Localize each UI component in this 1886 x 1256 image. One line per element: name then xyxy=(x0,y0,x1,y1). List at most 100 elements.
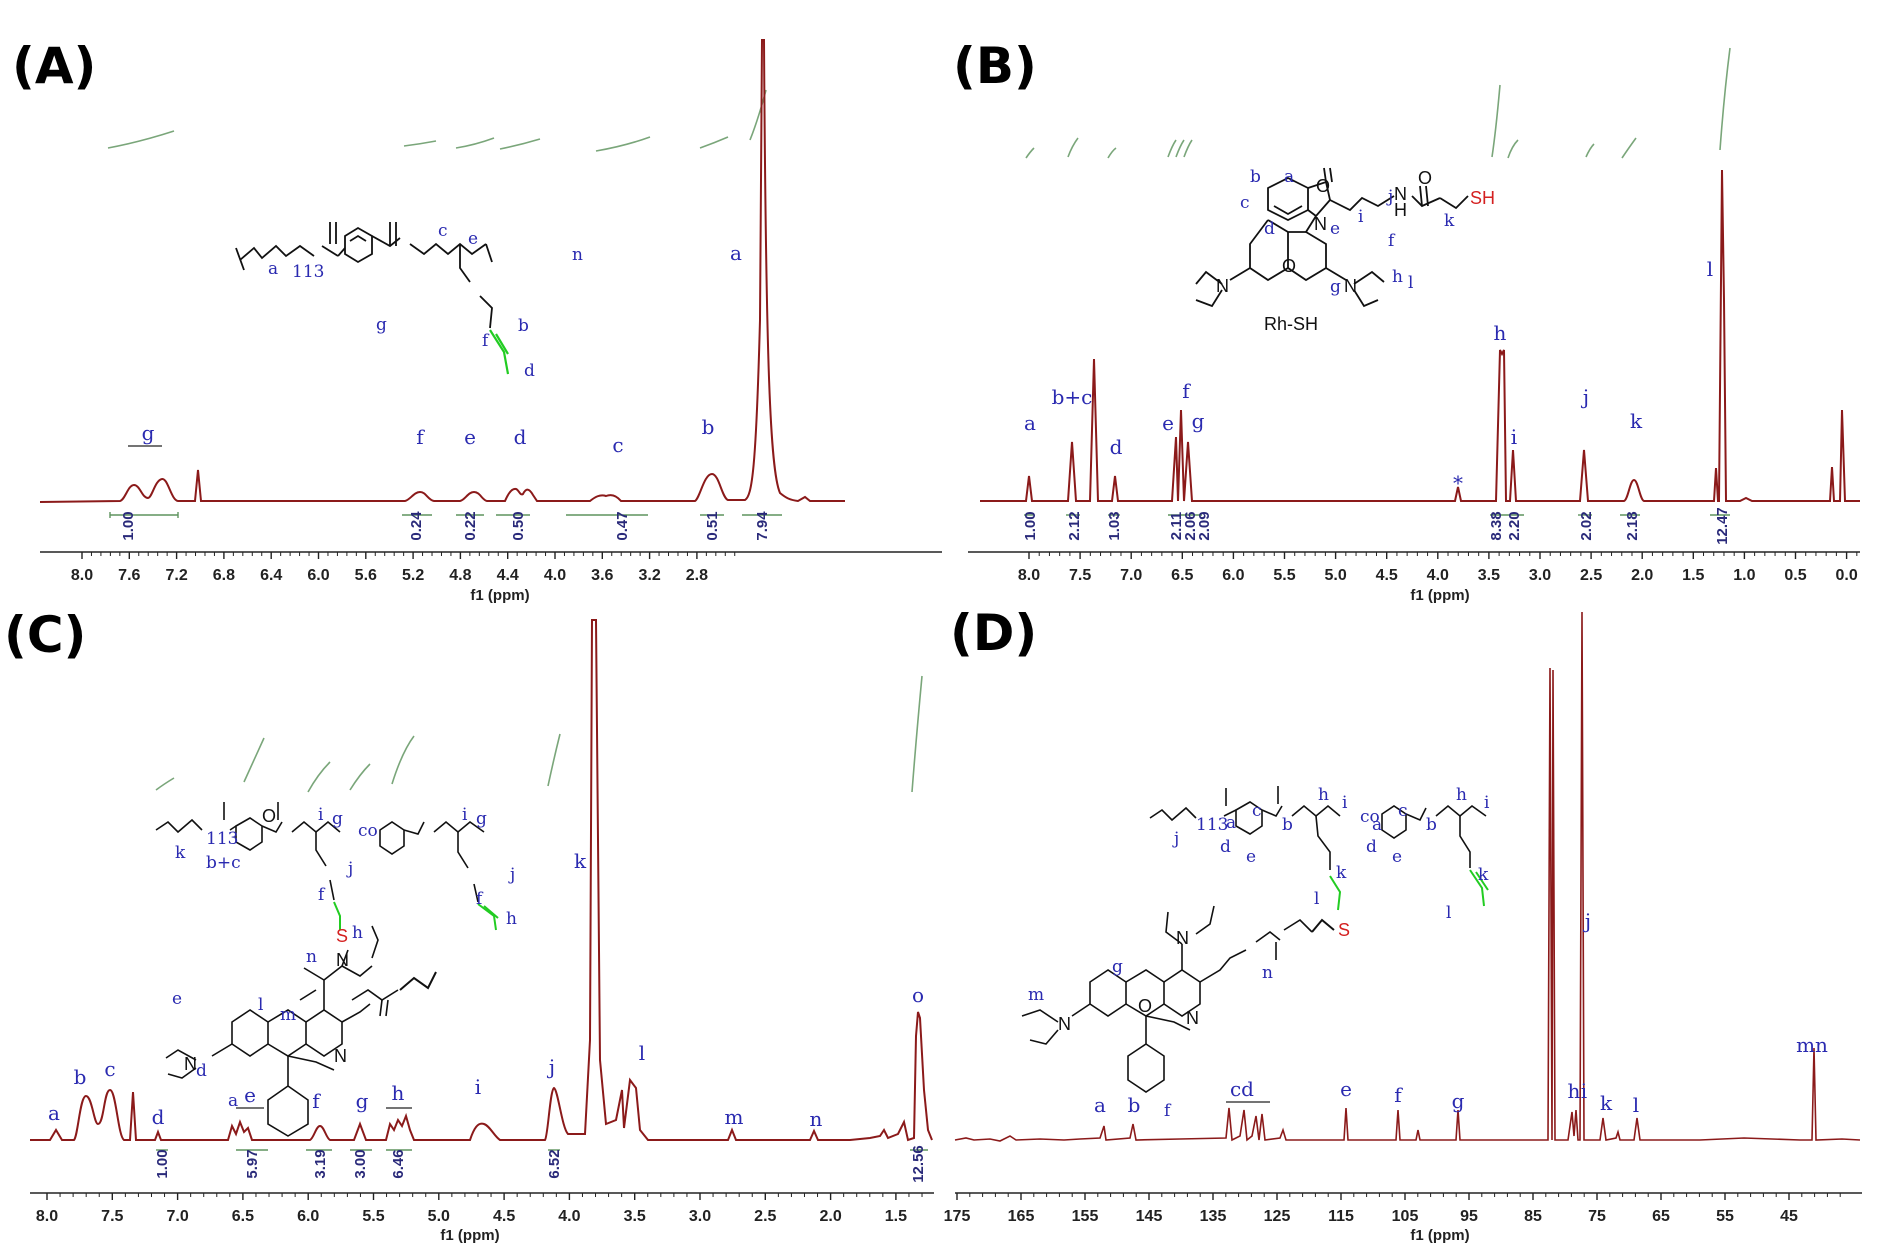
panel-b-tick-label: 4.0 xyxy=(1427,567,1449,584)
panel-b-struct-atom-n1: N xyxy=(1314,214,1327,234)
panel-b-integral-curves xyxy=(1025,47,1731,159)
panel-d-struct-label-24: f xyxy=(1164,1101,1172,1121)
panel-c-tick-label: 8.0 xyxy=(36,1208,58,1225)
panel-c-tick-label: 5.5 xyxy=(362,1208,384,1225)
panel-b-peak-label: h xyxy=(1494,321,1507,345)
panel-c-peak-label: l xyxy=(639,1041,645,1065)
panel-a-peak-label: c xyxy=(612,433,623,457)
panel-b-tick-label: 0.5 xyxy=(1784,567,1806,584)
panel-b-integral-value: 2.06 xyxy=(1182,511,1199,540)
panel-a: (A) 8.0 7.6 7.2 6.8 6.4 6.0 5.6 5.2 4.8 4.4 4.0 3.6… xyxy=(12,37,942,604)
panel-d-tick-label: 175 xyxy=(944,1208,971,1225)
panel-c: (C) 8.0 7.5 7.0 6.5 6.0 5.5 5.0 4.5 4.0 3.5 3.0 2.5… xyxy=(4,606,934,1244)
panel-b-peak-label: d xyxy=(1110,435,1123,459)
panel-c-integral-value: 6.46 xyxy=(390,1149,407,1178)
panel-b-struct-label-11: k xyxy=(1444,211,1455,231)
panel-c-peak-label: b xyxy=(74,1065,87,1089)
panel-d-tick-label: 55 xyxy=(1716,1208,1734,1225)
panel-a-struct-label-8: n xyxy=(572,245,583,265)
panel-d-struct-label-4: c xyxy=(1252,801,1262,821)
panel-d-struct-label-14: e xyxy=(1392,847,1402,867)
panel-a-integral-value: 0.50 xyxy=(510,511,527,540)
panel-c-struct-label-19: h xyxy=(506,909,517,929)
panel-b-struct-atom-h: H xyxy=(1394,200,1407,220)
panel-c-integral-value: 3.19 xyxy=(312,1149,329,1178)
panel-b-struct-label-4: j xyxy=(1386,187,1393,207)
panel-a-structure xyxy=(235,222,493,329)
panel-d-struct-label-21: n xyxy=(1262,963,1273,983)
panel-a-tick-label: 4.0 xyxy=(544,567,566,584)
panel-c-struct-label-8: f xyxy=(318,885,326,905)
panel-c-integral-value: 5.97 xyxy=(244,1149,261,1178)
panel-d-xlabel: f1 (ppm) xyxy=(1410,1227,1469,1244)
panel-d-peak-label: k xyxy=(1600,1091,1613,1115)
panel-a-struct-label-5: b xyxy=(518,316,529,336)
panel-c-tick-label: 2.0 xyxy=(819,1208,841,1225)
panel-c-struct-label-4: g xyxy=(332,809,343,829)
panel-c-struct-label-6: i xyxy=(462,805,468,825)
panel-a-letter: (A) xyxy=(12,37,96,95)
panel-d-tick-label: 45 xyxy=(1780,1208,1798,1225)
panel-a-struct-label-7: d xyxy=(524,361,535,381)
panel-b-integral-value: 2.02 xyxy=(1578,511,1595,540)
panel-b-struct-label-5: i xyxy=(1358,207,1364,227)
panel-c-peak-label: h xyxy=(392,1081,405,1105)
panel-d-struct-atom-n1: N xyxy=(1176,928,1189,948)
panel-d-struct-label-8: i xyxy=(1342,793,1348,813)
panel-c-tick-label: 4.0 xyxy=(558,1208,580,1225)
panel-c-struct-atom-n: N xyxy=(334,1046,347,1066)
panel-c-peak-label: c xyxy=(104,1057,115,1081)
panel-a-integral-value: 0.47 xyxy=(614,511,631,540)
panel-c-struct-label-15: d xyxy=(196,1061,207,1081)
panel-b-structure-text: b a c d j i f e g h l k SH O N N H O O N… xyxy=(1216,167,1495,334)
panel-d-tick-label: 95 xyxy=(1460,1208,1478,1225)
panel-d-peak-label: e xyxy=(1340,1077,1352,1101)
panel-c-integral-curves xyxy=(155,675,923,793)
panel-c-struct-label-18: j xyxy=(508,865,515,885)
panel-a-tick-label: 3.2 xyxy=(638,567,660,584)
panel-b-integral-value: 2.09 xyxy=(1196,511,1213,540)
panel-d-peak-label: a xyxy=(1094,1093,1106,1117)
panel-a-tick-label: 5.2 xyxy=(402,567,424,584)
panel-b-structure xyxy=(1195,167,1469,308)
panel-c-struct-label-13: m xyxy=(280,1005,296,1025)
panel-d-structure-highlights xyxy=(1311,869,1489,933)
panel-a-struct-label-6: f xyxy=(482,331,490,351)
panel-a-integral-value: 1.00 xyxy=(120,511,137,540)
panel-b-peak-label: a xyxy=(1024,411,1036,435)
panel-d-tick-label: 165 xyxy=(1008,1208,1035,1225)
panel-c-tick-label: 3.0 xyxy=(689,1208,711,1225)
panel-a-integral-curves xyxy=(107,89,767,152)
panel-b-tick-label: 2.0 xyxy=(1631,567,1653,584)
panel-c-letter: (C) xyxy=(4,606,86,664)
panel-d-tick-label: 85 xyxy=(1524,1208,1542,1225)
panel-d-spectrum xyxy=(954,611,1861,1142)
panel-b-tick-label: 5.5 xyxy=(1273,567,1295,584)
panel-d-tick-label: 135 xyxy=(1200,1208,1227,1225)
panel-b-tick-label: 3.5 xyxy=(1478,567,1500,584)
panel-b-tick-label: 0.0 xyxy=(1835,567,1857,584)
panel-b: (B) 8.0 7.5 7.0 6.5 6.0 5.5 5.0 4.5 4.0 3.5 3.0 2.5… xyxy=(953,37,1860,604)
panel-c-integral-value: 3.00 xyxy=(352,1149,369,1178)
panel-d-tick-label: 145 xyxy=(1136,1208,1163,1225)
panel-c-peak-label: d xyxy=(152,1105,165,1129)
panel-c-struct-label-7: g xyxy=(476,809,487,829)
panel-b-xlabel: f1 (ppm) xyxy=(1410,587,1469,604)
panel-a-peak-label: f xyxy=(416,425,425,449)
panel-b-struct-label-10: l xyxy=(1408,273,1413,293)
panel-a-tick-label: 4.8 xyxy=(449,567,471,584)
panel-c-struct-label-5: co xyxy=(358,821,378,841)
panel-b-struct-label-0: b xyxy=(1250,167,1261,187)
panel-a-integral-values: 1.00 0.24 0.22 0.50 0.47 0.51 7.94 xyxy=(120,511,771,541)
panel-c-struct-atom-o: O xyxy=(262,806,276,826)
panel-a-tick-label: 2.8 xyxy=(686,567,708,584)
panel-b-spectrum xyxy=(980,169,1860,502)
panel-c-tick-label: 3.5 xyxy=(624,1208,646,1225)
panel-b-integral-values: 1.00 2.12 1.03 2.112.062.09 8.38 2.20 2.02 2.18… xyxy=(1022,507,1731,545)
panel-d-peak-label: f xyxy=(1394,1083,1403,1107)
panel-c-tick-label: 1.5 xyxy=(885,1208,907,1225)
panel-b-struct-atom-n3: N xyxy=(1344,276,1357,296)
panel-a-tick-label: 7.2 xyxy=(165,567,187,584)
panel-d-struct-atom-n3: N xyxy=(1186,1008,1199,1028)
